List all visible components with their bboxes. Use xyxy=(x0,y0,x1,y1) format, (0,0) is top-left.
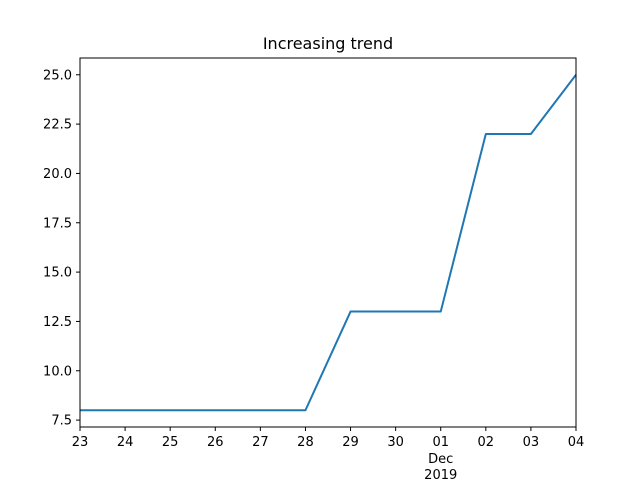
y-tick-label-2: 12.5 xyxy=(43,315,72,330)
plot-area-frame xyxy=(79,57,577,428)
series-layer xyxy=(80,74,577,412)
x-tick-label-0: 23 xyxy=(72,435,89,450)
y-tick-label-3: 15.0 xyxy=(43,266,72,281)
x-tick-label-9: 02 xyxy=(478,435,495,450)
x-tick-label-3: 26 xyxy=(207,435,224,450)
x-tick-label-5: 28 xyxy=(297,435,314,450)
y-axis: 7.5 10.0 12.5 15.0 17.5 20.0 22.5 25.0 xyxy=(43,68,80,429)
y-tick-label-5: 20.0 xyxy=(43,167,72,182)
x-tick-label-7: 30 xyxy=(387,435,404,450)
y-tick-label-6: 22.5 xyxy=(43,118,72,133)
x-tick-label-10: 03 xyxy=(523,435,540,450)
y-tick-label-7: 25.0 xyxy=(43,68,72,83)
x-tick-label-8: 01 xyxy=(432,435,449,450)
x-tick-label-1: 24 xyxy=(117,435,134,450)
x-tick-label-2: 25 xyxy=(162,435,179,450)
x-tick-month-label: Dec xyxy=(428,452,453,467)
y-tick-label-1: 10.0 xyxy=(43,364,72,379)
chart-title: Increasing trend xyxy=(263,34,393,53)
y-tick-label-0: 7.5 xyxy=(51,414,72,429)
series-line-0 xyxy=(80,74,577,412)
x-tick-label-6: 29 xyxy=(342,435,359,450)
y-tick-label-4: 17.5 xyxy=(43,216,72,231)
x-tick-year-label: 2019 xyxy=(424,468,457,480)
x-tick-label-4: 27 xyxy=(252,435,269,450)
x-tick-label-11: 04 xyxy=(568,435,585,450)
